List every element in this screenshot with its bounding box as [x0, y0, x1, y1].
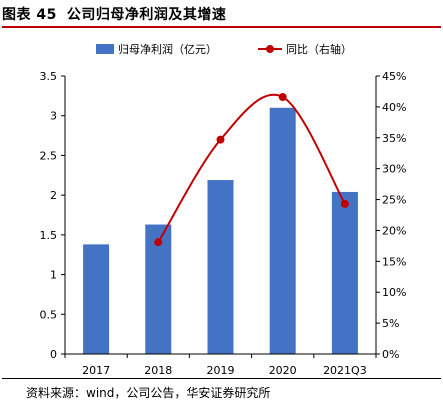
left-tick-label: 1	[50, 269, 57, 282]
source-divider	[2, 378, 441, 379]
left-tick-label: 1.5	[40, 229, 58, 242]
growth-line	[157, 93, 346, 243]
left-tick-label: 3	[50, 110, 57, 123]
left-tick-label: 3.5	[40, 70, 58, 83]
figure-title: 公司归母净利润及其增速	[66, 7, 227, 23]
right-tick-label: 0%	[382, 348, 399, 361]
bar-2020	[269, 107, 296, 355]
bar-2019	[207, 180, 234, 354]
right-tick-label: 10%	[382, 286, 406, 299]
right-tick-label: 35%	[382, 132, 406, 145]
growth-point-2019	[216, 135, 225, 144]
bar-2021Q3	[331, 191, 358, 354]
growth-point-2020	[278, 93, 287, 102]
right-tick-label: 5%	[382, 317, 399, 330]
legend-marker-growth	[266, 45, 274, 53]
left-tick-label: 0	[50, 348, 57, 361]
x-tick-label: 2019	[207, 364, 235, 377]
left-tick-label: 2.5	[40, 149, 58, 162]
bar-series	[83, 107, 358, 355]
legend-label-growth: 同比（右轴）	[286, 42, 352, 56]
legend-swatch-profit	[96, 44, 114, 54]
right-tick-label: 25%	[382, 194, 406, 207]
chart-legend: 归母净利润（亿元） 同比（右轴）	[96, 42, 352, 56]
growth-line-series	[154, 93, 349, 247]
source-note: 资料来源：wind，公司公告，华安证券研究所	[26, 386, 271, 400]
legend-label-profit: 归母净利润（亿元）	[118, 42, 217, 56]
right-tick-label: 45%	[382, 70, 406, 83]
x-tick-label: 2017	[82, 364, 110, 377]
x-tick-label: 2020	[269, 364, 297, 377]
growth-point-2021Q3	[340, 199, 349, 208]
bar-2017	[83, 244, 110, 354]
right-tick-label: 40%	[382, 101, 406, 114]
left-tick-label: 2	[50, 189, 57, 202]
figure-label: 图表 45	[2, 7, 57, 23]
chart: 归母净利润（亿元） 同比（右轴） 0 0.5 1 1.5 2 2.5 3 3.5 0% 5% 10% 1…	[40, 42, 407, 377]
right-tick-label: 30%	[382, 163, 406, 176]
left-tick-label: 0.5	[40, 308, 58, 321]
chart-axes: 0 0.5 1 1.5 2 2.5 3 3.5 0% 5% 10% 15% 20% 25% 30% 35% 40…	[40, 70, 407, 377]
x-tick-label: 2021Q3	[323, 364, 367, 377]
right-tick-label: 20%	[382, 224, 406, 237]
right-tick-label: 15%	[382, 255, 406, 268]
x-tick-label: 2018	[144, 364, 172, 377]
growth-point-2018	[154, 238, 163, 247]
figure-title-bar: 图表 45 公司归母净利润及其增速	[2, 2, 441, 28]
